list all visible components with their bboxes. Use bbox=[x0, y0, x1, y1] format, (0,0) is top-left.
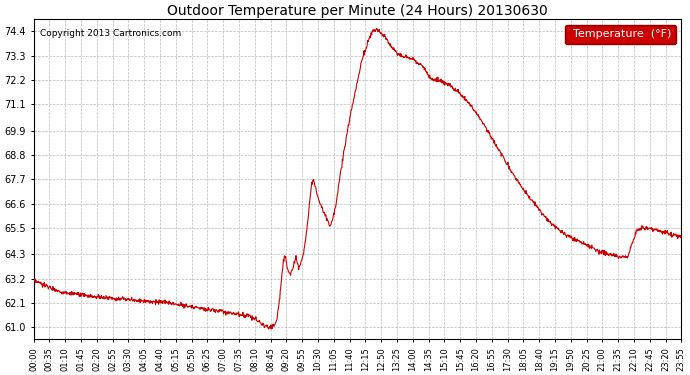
Legend: Temperature  (°F): Temperature (°F) bbox=[565, 25, 676, 44]
Title: Outdoor Temperature per Minute (24 Hours) 20130630: Outdoor Temperature per Minute (24 Hours… bbox=[167, 4, 548, 18]
Text: Copyright 2013 Cartronics.com: Copyright 2013 Cartronics.com bbox=[40, 29, 181, 38]
